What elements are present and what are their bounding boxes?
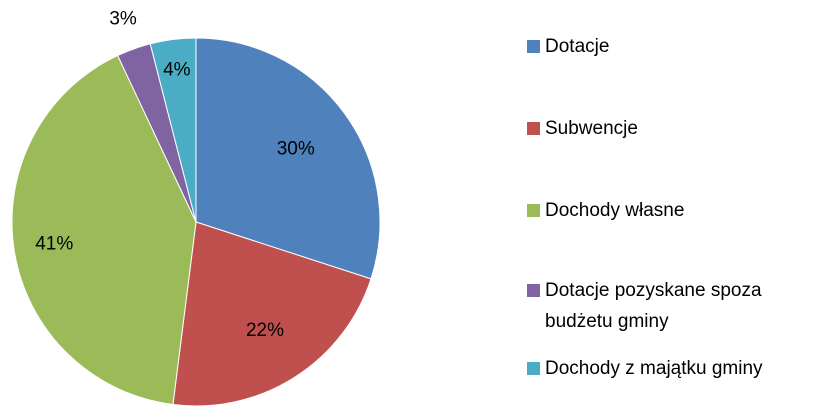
legend-item: Dochody własne [527,195,820,226]
legend-label: Subwencje [545,118,638,139]
pie-slice [149,37,197,223]
data-label: 41% [35,233,73,254]
data-label: 3% [109,8,137,29]
legend-item: Dotacje pozyskane spoza budżetu gminy [527,275,820,337]
legend-item: Dotacje [527,31,820,62]
legend-swatch [527,362,540,375]
legend-swatch [527,204,540,217]
legend-label: Dochody własne [545,200,685,221]
data-label: 4% [163,59,191,80]
data-label: 30% [277,139,315,160]
legend-swatch [527,122,540,135]
legend-swatch [527,284,540,297]
data-label: 22% [246,320,284,341]
legend-item: Subwencje [527,113,820,144]
legend-label: Dochody z majątku gminy [545,358,763,379]
legend-item: Dochody z majątku gminy [527,353,820,384]
pie-slice [195,37,381,280]
legend-label: Dotacje [545,36,610,57]
legend-swatch [527,40,540,53]
legend-label: Dotacje pozyskane spoza budżetu gminy [545,280,762,332]
pie-slice [11,54,197,406]
pie-area: 30% 22% 41% 3% 4% [11,8,381,406]
